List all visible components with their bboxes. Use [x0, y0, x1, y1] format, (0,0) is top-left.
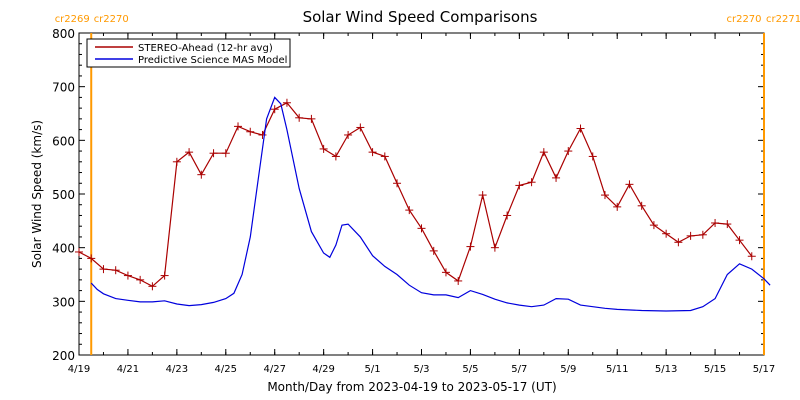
data-point-stereo	[246, 127, 255, 136]
data-point-stereo	[270, 105, 279, 114]
data-point-stereo	[600, 191, 609, 200]
data-point-stereo	[331, 152, 340, 161]
y-tick-label: 200	[52, 349, 75, 363]
data-point-stereo	[723, 220, 732, 229]
x-tick-label: 5/13	[655, 364, 677, 375]
data-point-stereo	[613, 202, 622, 211]
x-tick-label: 5/17	[753, 364, 775, 375]
data-point-stereo	[368, 148, 377, 157]
data-point-stereo	[417, 224, 426, 233]
data-point-stereo	[234, 122, 243, 131]
data-point-stereo	[87, 254, 96, 263]
carrington-label-left: cr2270	[726, 14, 761, 25]
data-point-stereo	[466, 242, 475, 251]
data-point-stereo	[515, 181, 524, 190]
data-point-stereo	[405, 206, 414, 215]
data-point-stereo	[356, 123, 365, 132]
data-point-stereo	[674, 238, 683, 247]
data-point-stereo	[258, 130, 267, 139]
data-point-stereo	[99, 265, 108, 274]
data-point-stereo	[625, 180, 634, 189]
data-point-stereo	[649, 221, 658, 230]
data-point-stereo	[319, 144, 328, 153]
x-tick-label: 4/29	[312, 364, 334, 375]
data-point-stereo	[576, 124, 585, 133]
x-tick-label: 4/25	[215, 364, 237, 375]
data-point-stereo	[588, 152, 597, 161]
data-point-stereo	[454, 276, 463, 285]
x-tick-label: 4/23	[166, 364, 188, 375]
data-point-stereo	[172, 157, 181, 166]
data-point-stereo	[160, 271, 169, 280]
data-point-stereo	[539, 148, 548, 157]
data-point-stereo	[552, 173, 561, 182]
legend-label-mas: Predictive Science MAS Model	[138, 55, 287, 66]
x-tick-label: 5/7	[511, 364, 527, 375]
data-point-stereo	[307, 114, 316, 123]
legend-box	[86, 38, 291, 68]
x-axis: 4/19 4/21 4/23 4/25 4/27 4/29 5/1 5/3 5/5 5/7 5/9 5…	[68, 33, 775, 375]
x-tick-label: 4/19	[68, 364, 90, 375]
x-tick-label: 4/27	[263, 364, 285, 375]
y-tick-label: 400	[52, 242, 75, 256]
data-point-stereo	[197, 170, 206, 179]
carrington-labels: cr2269 cr2270 cr2270 cr2271	[55, 14, 800, 25]
carrington-lines	[90, 33, 765, 355]
y-axis: 200 300 400 500 600 700 800	[52, 27, 764, 363]
data-point-stereo	[148, 282, 157, 291]
data-point-stereo	[209, 149, 218, 158]
carrington-label-left: cr2269	[55, 14, 90, 25]
data-point-stereo	[711, 218, 720, 227]
data-point-stereo	[637, 201, 646, 210]
data-point-stereo	[380, 152, 389, 161]
y-tick-label: 500	[52, 188, 75, 202]
data-point-stereo	[282, 98, 291, 107]
x-tick-label: 4/21	[117, 364, 139, 375]
data-point-stereo	[75, 247, 83, 256]
y-axis-label: Solar Wind Speed (km/s)	[30, 120, 44, 268]
data-point-stereo	[393, 179, 402, 188]
legend: STEREO-Ahead (12-hr avg) Predictive Scie…	[86, 38, 291, 68]
data-point-stereo	[490, 243, 499, 252]
y-tick-label: 600	[52, 134, 75, 148]
data-point-stereo	[111, 266, 120, 275]
data-point-stereo	[295, 113, 304, 122]
x-tick-label: 5/5	[462, 364, 478, 375]
data-point-stereo	[527, 178, 536, 187]
data-point-stereo	[478, 191, 487, 200]
data-point-stereo	[735, 236, 744, 245]
y-tick-label: 300	[52, 295, 75, 309]
y-tick-label: 800	[52, 27, 75, 41]
data-point-stereo	[747, 252, 756, 261]
data-point-stereo	[123, 271, 132, 280]
data-point-stereo	[344, 130, 353, 139]
data-point-stereo	[698, 230, 707, 239]
data-point-stereo	[136, 275, 145, 284]
data-point-stereo	[221, 149, 230, 158]
chart-title: Solar Wind Speed Comparisons	[303, 8, 538, 26]
carrington-label-right: cr2270	[94, 14, 129, 25]
series-line-stereo	[78, 102, 753, 288]
x-tick-label: 5/3	[413, 364, 429, 375]
data-point-stereo	[185, 148, 194, 157]
x-axis-label: Month/Day from 2023-04-19 to 2023-05-17 …	[267, 380, 556, 394]
data-point-stereo	[686, 231, 695, 240]
data-point-stereo	[564, 147, 573, 156]
data-point-stereo	[441, 268, 450, 277]
x-tick-label: 5/1	[365, 364, 381, 375]
legend-label-stereo: STEREO-Ahead (12-hr avg)	[138, 43, 273, 54]
carrington-label-right: cr2271	[766, 14, 800, 25]
x-tick-label: 5/15	[704, 364, 726, 375]
y-tick-label: 700	[52, 81, 75, 95]
data-point-stereo	[429, 246, 438, 255]
series-group	[75, 96, 771, 312]
x-tick-label: 5/11	[606, 364, 628, 375]
series-line-mas	[90, 96, 771, 312]
x-tick-label: 5/9	[560, 364, 576, 375]
data-point-stereo	[503, 211, 512, 220]
data-point-stereo	[662, 229, 671, 238]
